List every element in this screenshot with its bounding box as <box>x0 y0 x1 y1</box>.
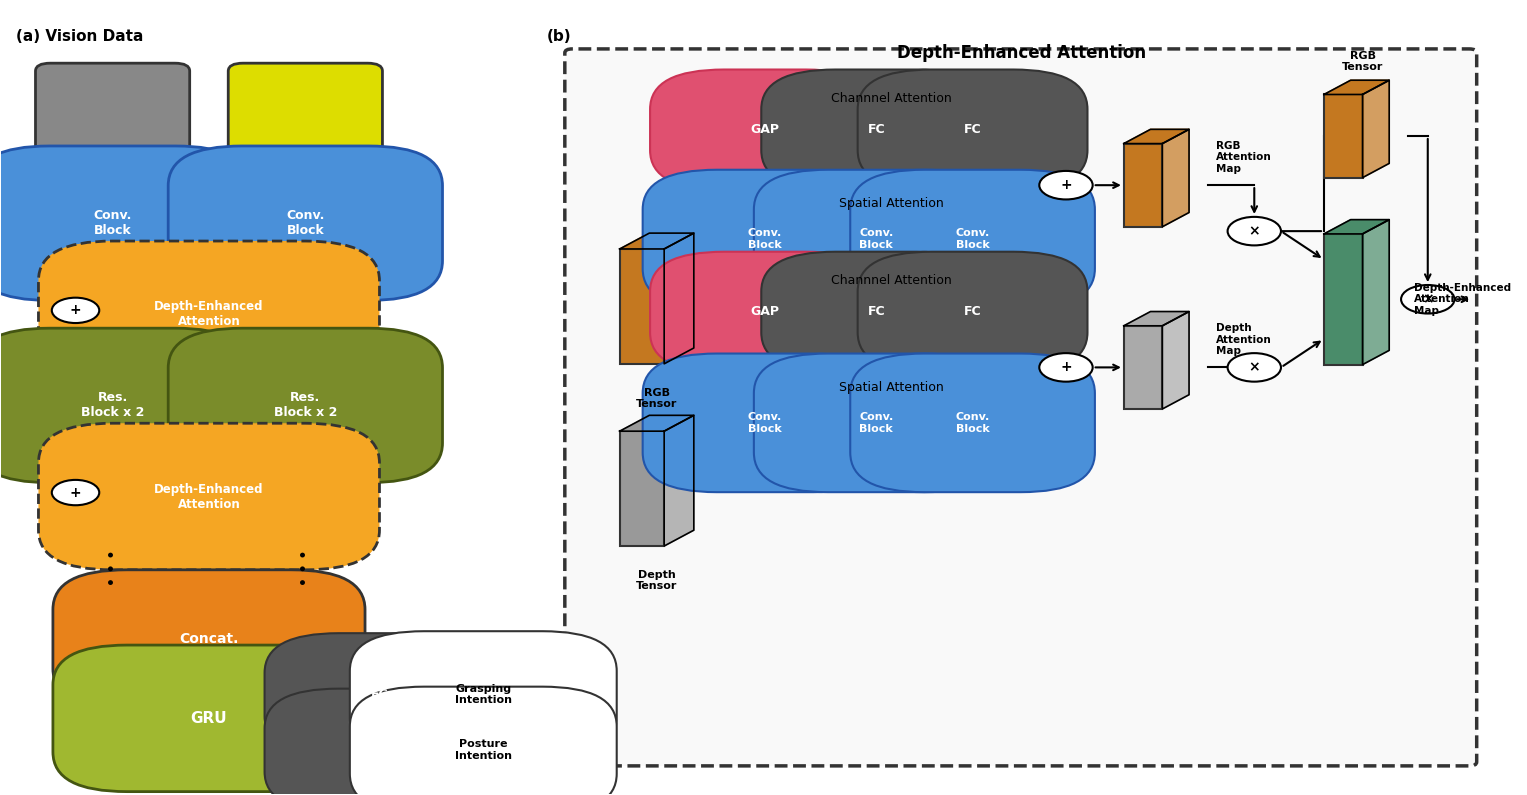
Text: Channnel Attention: Channnel Attention <box>831 273 951 287</box>
FancyBboxPatch shape <box>565 49 1477 766</box>
Text: FC: FC <box>867 305 886 319</box>
Polygon shape <box>1362 80 1390 177</box>
Text: FC: FC <box>371 743 388 757</box>
Text: FC: FC <box>964 123 982 136</box>
Circle shape <box>1228 353 1281 382</box>
FancyBboxPatch shape <box>1324 234 1362 365</box>
Text: Conv.
Block: Conv. Block <box>956 228 989 250</box>
Text: Depth-Enhanced
Attention: Depth-Enhanced Attention <box>154 301 264 328</box>
Text: Depth-Enhanced Attention: Depth-Enhanced Attention <box>896 44 1147 62</box>
Text: RGB
Tensor: RGB Tensor <box>637 388 678 409</box>
FancyBboxPatch shape <box>620 249 664 364</box>
FancyBboxPatch shape <box>643 170 887 308</box>
Text: GAP: GAP <box>750 305 779 319</box>
Text: RGB
Attention
Map: RGB Attention Map <box>1215 141 1272 174</box>
FancyBboxPatch shape <box>858 69 1087 190</box>
Text: +: + <box>70 304 81 317</box>
Text: Conv.
Block: Conv. Block <box>860 228 893 250</box>
Text: Res.
Block x 2: Res. Block x 2 <box>81 391 144 420</box>
FancyBboxPatch shape <box>851 354 1095 492</box>
Polygon shape <box>664 415 693 546</box>
Text: Conv.
Block: Conv. Block <box>860 412 893 433</box>
Polygon shape <box>620 233 693 249</box>
FancyBboxPatch shape <box>0 328 250 483</box>
FancyBboxPatch shape <box>1124 326 1162 409</box>
Circle shape <box>1040 353 1093 382</box>
Text: Conv.
Block: Conv. Block <box>956 412 989 433</box>
Circle shape <box>52 297 99 323</box>
Text: +: + <box>70 486 81 499</box>
Text: Conv.
Block: Conv. Block <box>748 412 782 433</box>
Text: Depth
Attention
Map: Depth Attention Map <box>1215 323 1272 356</box>
FancyBboxPatch shape <box>168 146 443 301</box>
Text: (a) Vision Data: (a) Vision Data <box>17 29 144 44</box>
Polygon shape <box>620 415 693 431</box>
Text: +: + <box>1060 178 1072 192</box>
Circle shape <box>1402 285 1454 313</box>
FancyBboxPatch shape <box>168 328 443 483</box>
Text: Depth-Enhanced
Attention
Map: Depth-Enhanced Attention Map <box>1414 283 1512 316</box>
Text: ×: × <box>1249 224 1260 238</box>
FancyBboxPatch shape <box>53 570 365 708</box>
FancyBboxPatch shape <box>53 645 365 792</box>
FancyBboxPatch shape <box>350 687 617 795</box>
Text: Spatial Attention: Spatial Attention <box>838 381 944 394</box>
Text: RGB
Tensor: RGB Tensor <box>1342 51 1383 72</box>
Text: FC: FC <box>371 688 388 701</box>
Text: • • •: • • • <box>298 549 313 586</box>
Text: +: + <box>1060 360 1072 374</box>
Text: Conv.
Block: Conv. Block <box>286 209 325 237</box>
FancyBboxPatch shape <box>651 252 880 372</box>
Circle shape <box>52 480 99 506</box>
FancyBboxPatch shape <box>264 688 495 795</box>
Circle shape <box>1228 217 1281 246</box>
Text: GRU: GRU <box>191 711 228 726</box>
Polygon shape <box>1162 312 1190 409</box>
Text: (b): (b) <box>547 29 571 44</box>
FancyBboxPatch shape <box>762 69 991 190</box>
Text: Depth-Enhanced
Attention: Depth-Enhanced Attention <box>154 483 264 510</box>
FancyBboxPatch shape <box>38 423 380 570</box>
Text: Depth
Tensor: Depth Tensor <box>637 570 678 591</box>
FancyBboxPatch shape <box>620 431 664 546</box>
Text: • • •: • • • <box>105 549 119 586</box>
Polygon shape <box>1124 312 1190 326</box>
Circle shape <box>1040 171 1093 200</box>
FancyBboxPatch shape <box>38 241 380 388</box>
FancyBboxPatch shape <box>643 354 887 492</box>
Text: FC: FC <box>867 123 886 136</box>
Text: Spatial Attention: Spatial Attention <box>838 197 944 210</box>
Text: Channnel Attention: Channnel Attention <box>831 91 951 104</box>
FancyBboxPatch shape <box>1324 95 1362 177</box>
Polygon shape <box>1362 219 1390 365</box>
Text: Posture
Intention: Posture Intention <box>455 739 512 761</box>
FancyBboxPatch shape <box>754 170 999 308</box>
Text: ×: × <box>1422 293 1434 306</box>
FancyBboxPatch shape <box>754 354 999 492</box>
FancyBboxPatch shape <box>350 631 617 758</box>
Polygon shape <box>1324 219 1390 234</box>
Polygon shape <box>1324 80 1390 95</box>
Text: Res.
Block x 2: Res. Block x 2 <box>273 391 337 420</box>
Polygon shape <box>1124 130 1190 144</box>
Text: Conv.
Block: Conv. Block <box>748 228 782 250</box>
Polygon shape <box>1162 130 1190 227</box>
Polygon shape <box>664 233 693 364</box>
FancyBboxPatch shape <box>651 69 880 190</box>
FancyBboxPatch shape <box>851 170 1095 308</box>
Text: ×: × <box>1249 360 1260 374</box>
FancyBboxPatch shape <box>0 146 250 301</box>
Text: Conv.
Block: Conv. Block <box>93 209 131 237</box>
FancyBboxPatch shape <box>858 252 1087 372</box>
FancyBboxPatch shape <box>35 63 189 161</box>
Text: FC: FC <box>964 305 982 319</box>
FancyBboxPatch shape <box>1124 144 1162 227</box>
FancyBboxPatch shape <box>264 633 495 756</box>
FancyBboxPatch shape <box>762 252 991 372</box>
Text: Concat.: Concat. <box>179 632 238 646</box>
Text: Grasping
Intention: Grasping Intention <box>455 684 512 705</box>
Text: GAP: GAP <box>750 123 779 136</box>
FancyBboxPatch shape <box>228 63 382 161</box>
